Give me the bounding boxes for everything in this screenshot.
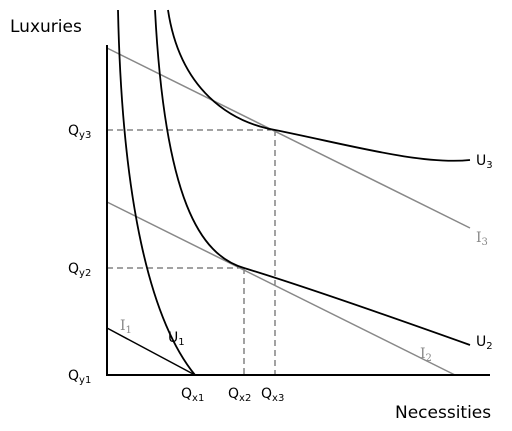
label-part: Q	[261, 386, 272, 402]
curve-label: U2	[476, 334, 493, 352]
label-part: Q	[181, 386, 192, 402]
label-part: 1	[178, 337, 184, 348]
budget-label: I2	[420, 346, 432, 364]
label-part: U	[476, 153, 486, 169]
label-part: 1	[126, 325, 132, 336]
label-part: U	[168, 330, 178, 346]
y-tick-label: Qy1	[68, 368, 91, 386]
x-tick-label: Qx2	[228, 386, 251, 404]
label-part: x3	[272, 393, 284, 404]
budget-lines	[106, 47, 471, 376]
label-part: I	[420, 346, 426, 362]
x-tick-label: Qx3	[261, 386, 284, 404]
dashed-guides	[107, 129, 276, 375]
label-part: 2	[426, 353, 432, 364]
label-part: Q	[228, 386, 239, 402]
label-part: y1	[79, 375, 91, 386]
label-part: y3	[79, 130, 91, 141]
label-part: Q	[68, 123, 79, 139]
budget-label: I3	[476, 230, 488, 248]
label-part: x1	[192, 393, 204, 404]
label-part: U	[476, 334, 486, 350]
y-tick-label: Qy2	[68, 261, 91, 279]
label-part: Q	[68, 261, 79, 277]
indifference-curves	[117, 9, 471, 376]
label-part: x2	[239, 393, 251, 404]
label-part: I	[476, 230, 482, 246]
y-tick-label: Qy3	[68, 123, 91, 141]
label-part: 3	[482, 237, 488, 248]
budget-label: I1	[120, 318, 132, 336]
label-part: 2	[486, 341, 492, 352]
y-axis-label: Luxuries	[10, 17, 82, 37]
axes	[106, 45, 490, 376]
label-part: I	[120, 318, 126, 334]
x-axis-label: Necessities	[395, 403, 491, 423]
label-part: 3	[486, 160, 492, 171]
curve-label: U1	[168, 330, 185, 348]
label-part: y2	[79, 268, 91, 279]
curve-label: U3	[476, 153, 493, 171]
x-tick-label: Qx1	[181, 386, 204, 404]
label-part: Q	[68, 368, 79, 384]
